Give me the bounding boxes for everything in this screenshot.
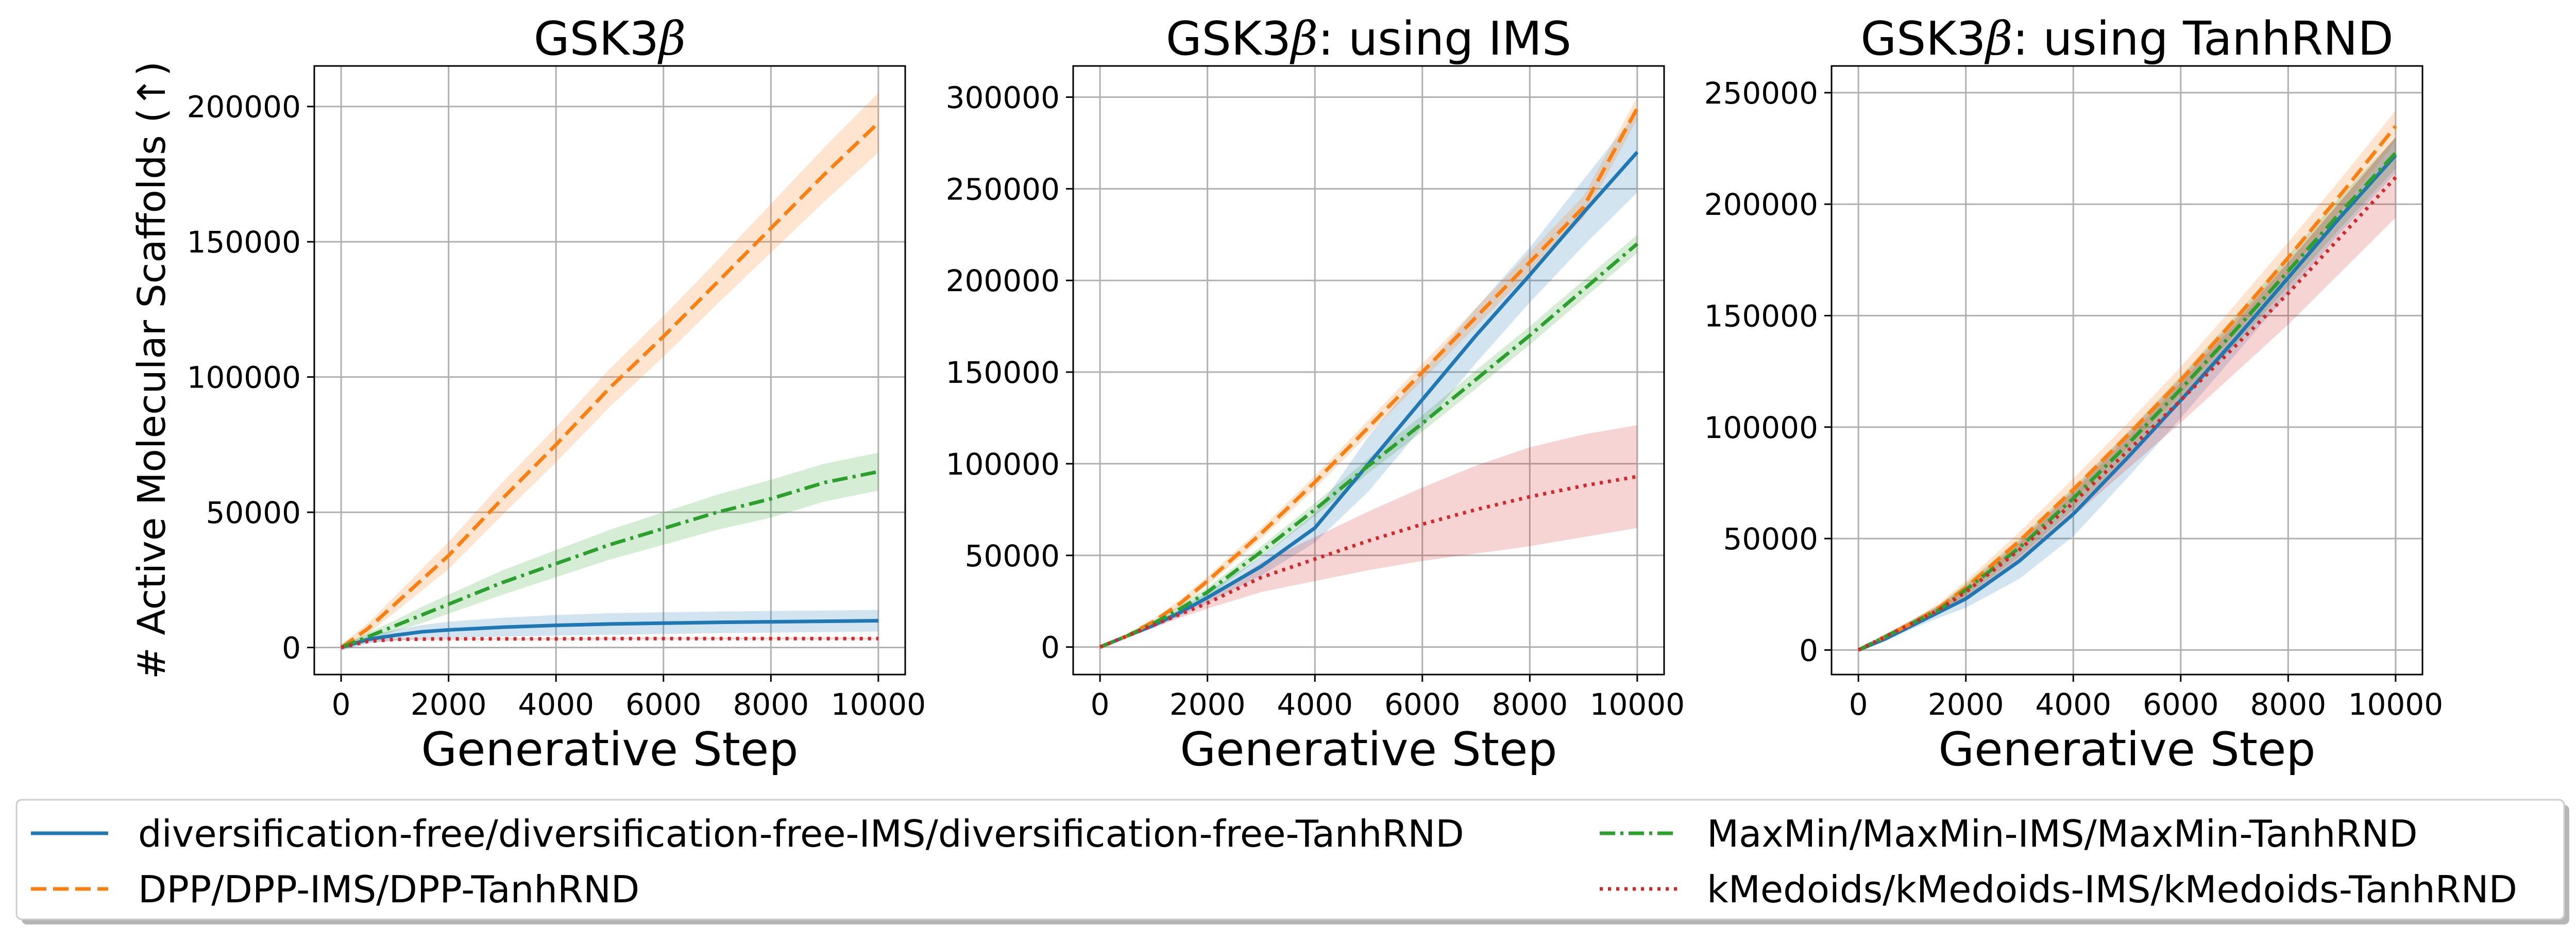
y-tick-label: 0 [1799,633,1818,668]
axes-frame [313,65,906,676]
y-tick-label: 150000 [946,355,1060,390]
series-line-kMedoids-IMS [1099,475,1638,649]
x-axis-label: Generative Step [1180,722,1557,777]
chart-title: GSK3β: using TanhRND [1860,12,2393,66]
x-tick-label: 0 [1091,687,1110,722]
confidence-band-kMedoids-IMS [1100,425,1637,648]
legend-label-2: DPP/DPP-IMS/DPP-TanhRND [138,868,639,911]
confidence-band-kMedoids [341,637,878,649]
x-tick-label: 6000 [1384,687,1461,722]
x-axis-label: Generative Step [1938,722,2315,777]
y-tick-label: 50000 [964,539,1060,574]
x-tick-label: 2000 [1170,687,1246,722]
x-tick-label: 8000 [2250,687,2327,722]
x-tick-label: 2000 [411,687,487,722]
chart-panel-3: 0 2000 4000 6000 8000 10000050000100000150000… [1704,12,2444,777]
legend-label-4: kMedoids/kMedoids-IMS/kMedoids-TanhRND [1707,868,2517,911]
y-tick-label: 50000 [1723,522,1818,557]
y-tick-label: 100000 [1704,410,1818,445]
series-line-DPP [340,121,880,649]
x-tick-label: 0 [1849,687,1868,722]
x-tick-label: 0 [332,687,351,722]
x-axis-label: Generative Step [421,722,798,777]
x-tick-label: 10000 [2348,687,2444,722]
plot-area [1857,110,2397,652]
series-line-kMedoids [341,636,878,649]
legend: diversification-free/diversification-fre… [15,799,2569,924]
plot-area [340,93,880,651]
x-tick-label: 2000 [1928,687,2004,722]
y-tick-label: 200000 [187,90,301,125]
series-line-kMedoids-TanhRND [1857,176,2397,652]
series-line-diversification-free [341,619,878,649]
x-tick-label: 10000 [831,687,926,722]
axes-frame [1072,65,1665,676]
confidence-band-DPP-TanhRND [1858,110,2396,651]
legend-label-3: MaxMin/MaxMin-IMS/MaxMin-TanhRND [1707,812,2418,855]
x-tick-label: 6000 [2143,687,2219,722]
y-tick-label: 150000 [1704,299,1818,334]
y-tick-label: 250000 [1704,76,1818,111]
x-tick-label: 8000 [1492,687,1568,722]
y-tick-label: 300000 [946,80,1060,115]
series-line-MaxMin [340,469,879,649]
y-tick-label: 250000 [946,172,1060,207]
y-tick-label: 200000 [1704,187,1818,222]
y-tick-label: 50000 [206,495,301,530]
x-tick-label: 8000 [733,687,809,722]
confidence-band-MaxMin [341,452,878,649]
y-tick-label: 150000 [187,225,301,260]
chart-panel-2: 0 2000 4000 6000 8000 10000050000100000150000… [946,12,1685,777]
y-tick-label: 0 [282,631,301,666]
x-tick-label: 6000 [625,687,702,722]
y-axis-label: # Active Molecular Scaffolds (↑) [130,61,174,679]
y-tick-label: 200000 [946,263,1060,298]
x-tick-label: 4000 [2035,687,2111,722]
chart-panel-1: 0 2000 4000 6000 8000 10000050000100000150000… [130,12,926,777]
chart-title: GSK3β: using IMS [1166,12,1571,66]
confidence-band-DPP [341,93,878,650]
axes-frame [1831,65,2424,676]
legend-label-1: diversification-free/diversification-fre… [138,812,1464,855]
x-tick-label: 10000 [1590,687,1685,722]
y-tick-label: 100000 [946,447,1060,482]
plot-area [1099,97,1639,649]
x-tick-label: 4000 [518,687,594,722]
series-line-DPP-TanhRND [1857,125,2397,652]
x-tick-label: 4000 [1277,687,1353,722]
chart-title: GSK3β [534,12,686,66]
confidence-band-diversification-free [341,610,878,651]
series-line-diversification-free-TanhRND [1857,154,2397,652]
y-tick-label: 0 [1041,630,1060,665]
y-tick-label: 100000 [187,360,301,395]
legend-box [15,799,2565,920]
chart-panels: 0 2000 4000 6000 8000 10000050000100000150000… [130,12,2443,777]
